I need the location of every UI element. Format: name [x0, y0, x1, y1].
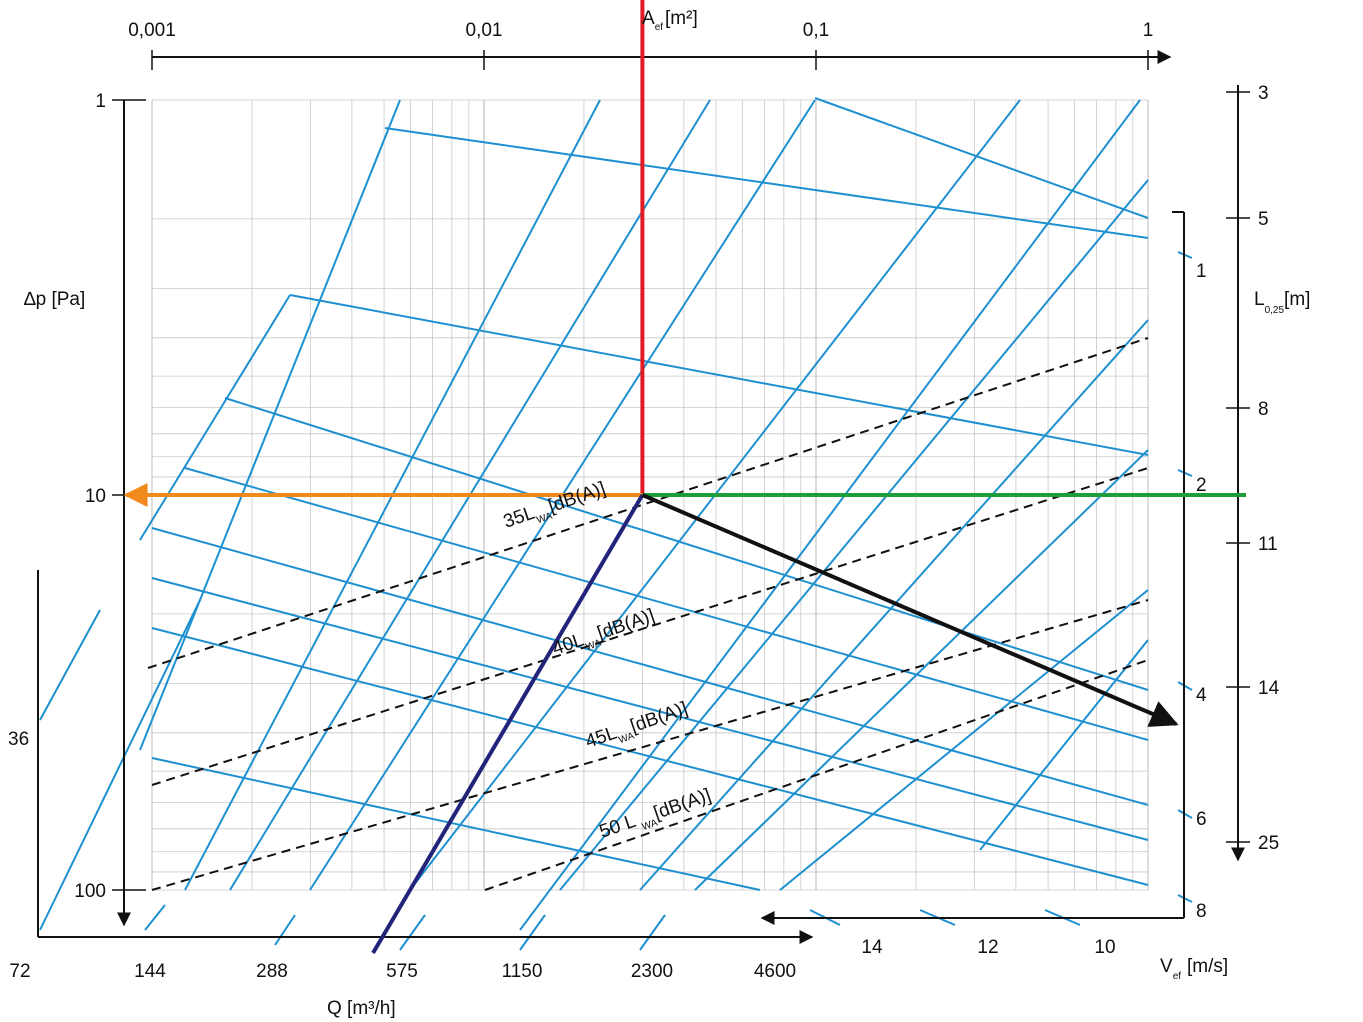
flow-axis-tick-label: 288 — [256, 961, 288, 982]
velocity-axis-tick-label: 12 — [977, 937, 998, 958]
isoline-shallow — [384, 127, 1149, 239]
flow-reading-line — [371, 493, 645, 955]
isoline-steep — [519, 99, 1141, 931]
isoline-steep — [979, 639, 1149, 851]
left-axis-tick-label: 10 — [85, 486, 106, 507]
noise-label-45: 45LWA[dB(A)] — [583, 698, 692, 756]
isoline-steep — [139, 99, 401, 751]
reading-markers — [123, 0, 1246, 955]
left-axis-title: ∆p [Pa] — [24, 289, 85, 310]
isoline-steep — [559, 179, 1149, 891]
noise-line — [147, 337, 1149, 669]
isoline-shallow — [224, 397, 1149, 691]
isoline-steep — [39, 599, 201, 931]
isoline-shallow — [289, 294, 1149, 456]
flow-axis-tick-label: 4600 — [754, 961, 796, 982]
flow-axis-tick-label: 144 — [134, 961, 166, 982]
velocity-axis-tick-label: 14 — [861, 937, 883, 958]
isoline-shallow — [151, 577, 1149, 841]
noise-lines — [147, 337, 1149, 891]
left-axis-tick-label: 1 — [95, 91, 106, 112]
noise-line — [151, 467, 1149, 786]
isoline-shallow — [814, 97, 1149, 219]
velocity-axis-tick-label: 10 — [1094, 937, 1115, 958]
throw-axis-tick-label: 11 — [1258, 534, 1278, 555]
top-axis-tick-label: 0,001 — [128, 20, 176, 41]
isoline-steep — [694, 449, 1149, 891]
isoline-steep — [139, 294, 291, 541]
left-scale-label: 36 — [8, 729, 29, 750]
throw-axis-tick-label: 25 — [1258, 833, 1279, 854]
inner-scale-tick-label: 4 — [1196, 685, 1207, 706]
velocity-axis-title: Vef [m/s] — [1160, 956, 1228, 982]
isoline-shallow — [184, 467, 1149, 741]
isoline-steep — [144, 904, 166, 931]
throw-axis-tick-label: 14 — [1258, 678, 1280, 699]
noise-label-35: 35LWA[dB(A)] — [501, 478, 610, 536]
inner-scale-tick-label: 2 — [1196, 475, 1207, 496]
isoline-shallow — [151, 527, 1149, 806]
inner-scale-tick-label: 6 — [1196, 809, 1207, 830]
isoline-shallow — [151, 627, 1149, 886]
inner-scale-tick-label: 1 — [1196, 261, 1207, 282]
isoline-steep — [519, 914, 546, 951]
isoline-steep — [639, 914, 666, 951]
isoline-steep — [779, 589, 1149, 891]
top-axis-tick-label: 1 — [1143, 20, 1154, 41]
top-axis-tick-label: 0,01 — [466, 20, 503, 41]
throw-axis-tick-label: 3 — [1258, 83, 1269, 104]
isoline-steep — [39, 609, 101, 721]
axes — [37, 50, 1250, 944]
throw-axis-tick-label: 8 — [1258, 399, 1269, 420]
noise-line — [151, 599, 1149, 891]
flow-axis-tick-label: 1150 — [502, 961, 543, 982]
isoline-steep — [274, 914, 296, 946]
isoline-shallow — [151, 757, 761, 891]
isoline-steep — [399, 914, 426, 951]
flow-axis-title: Q [m³/h] — [327, 998, 396, 1019]
top-axis-tick-label: 0,1 — [803, 20, 829, 41]
blue-isolines — [39, 97, 1193, 951]
inner-scale-tick-label: 8 — [1196, 901, 1207, 922]
left-axis-tick-label: 100 — [74, 881, 106, 902]
flow-axis-tick-label: 72 — [9, 961, 30, 982]
noise-line — [484, 659, 1149, 891]
throw-axis-title: L0,25[m] — [1254, 289, 1310, 316]
top-axis-title: Aef [m²] — [642, 8, 698, 33]
noise-label-50: 50 L WA[dB(A)] — [597, 785, 715, 847]
flow-axis-tick-label: 575 — [386, 961, 418, 982]
velocity-reading-arrow — [641, 493, 1179, 727]
throw-axis-tick-label: 5 — [1258, 209, 1269, 230]
flow-axis-tick-label: 2300 — [631, 961, 673, 982]
